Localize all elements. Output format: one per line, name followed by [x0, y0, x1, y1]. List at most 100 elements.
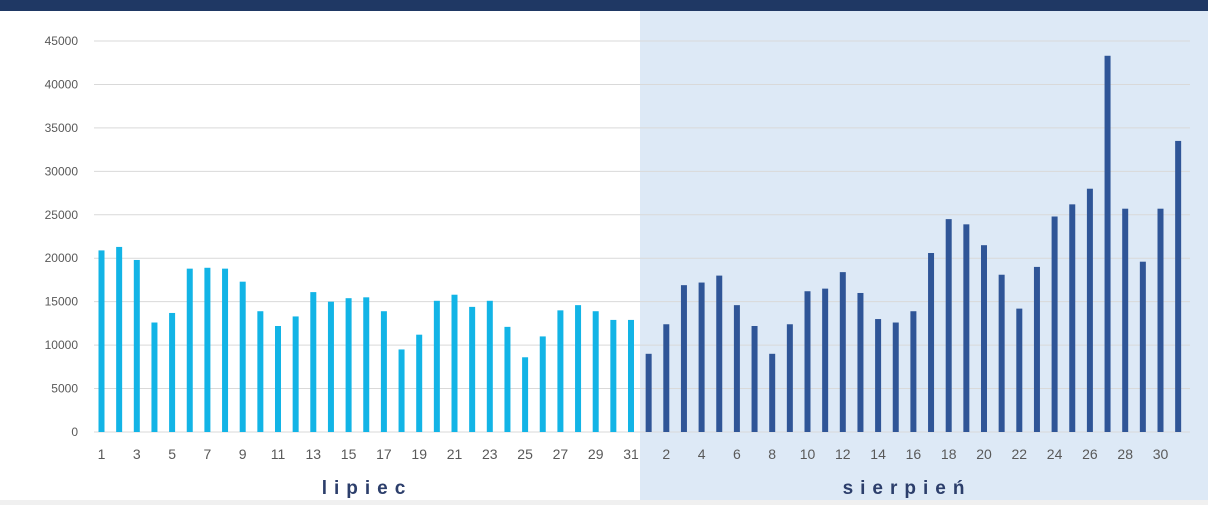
bar-july-day-18 — [398, 349, 405, 432]
bar-august-day-31 — [1175, 140, 1182, 432]
bar-july-day-2 — [116, 246, 123, 432]
x-tick-label: 16 — [906, 446, 922, 462]
x-tick-label: 25 — [517, 446, 533, 462]
x-tick-label: 7 — [204, 446, 212, 462]
bar-july-day-24 — [504, 326, 511, 432]
bar-august-day-4 — [698, 282, 705, 432]
bar-july-day-5 — [169, 312, 176, 432]
bar-july-day-20 — [433, 300, 440, 432]
bar-august-day-30 — [1157, 208, 1164, 432]
bar-august-day-15 — [892, 322, 899, 432]
x-tick-label: 20 — [976, 446, 992, 462]
y-tick-label: 40000 — [45, 77, 79, 91]
bar-august-day-21 — [998, 274, 1005, 432]
x-tick-label: 8 — [768, 446, 776, 462]
y-tick-label: 0 — [71, 425, 78, 439]
month-label-july: lipiec — [322, 478, 413, 499]
bar-august-day-5 — [716, 275, 723, 432]
x-tick-label: 29 — [588, 446, 604, 462]
x-tick-label: 12 — [835, 446, 851, 462]
bar-july-day-11 — [275, 325, 281, 432]
bar-july-day-10 — [257, 311, 264, 432]
x-tick-label: 13 — [306, 446, 322, 462]
bar-august-day-14 — [875, 319, 882, 432]
bar-august-day-8 — [769, 353, 776, 432]
bar-july-day-28 — [575, 305, 582, 432]
x-tick-label: 19 — [411, 446, 427, 462]
x-tick-label: 9 — [239, 446, 247, 462]
x-tick-label: 3 — [133, 446, 141, 462]
x-tick-label: 26 — [1082, 446, 1098, 462]
bar-august-day-19 — [963, 224, 970, 432]
x-tick-label: 15 — [341, 446, 357, 462]
x-tick-label: 31 — [623, 446, 639, 462]
x-axis-tick-labels: 1 3 5 7 9 11 13 15 17 19 21 23 25 27 29 31 2 4 6 8 10 12 14 16 1… — [98, 446, 1169, 462]
bar-august-day-7 — [751, 325, 758, 432]
bar-august-day-6 — [733, 305, 740, 432]
x-tick-label: 28 — [1117, 446, 1133, 462]
bar-august-day-25 — [1069, 204, 1076, 432]
bottom-divider — [0, 500, 1208, 505]
bar-july-day-26 — [539, 336, 546, 432]
y-tick-label: 45000 — [45, 34, 79, 48]
x-tick-label: 1 — [98, 446, 106, 462]
x-tick-label: 10 — [800, 446, 816, 462]
bar-august-day-16 — [910, 311, 917, 432]
bar-july-day-1 — [98, 250, 105, 432]
x-tick-label: 4 — [698, 446, 706, 462]
bar-july-day-15 — [345, 298, 352, 432]
bar-august-day-13 — [857, 292, 864, 432]
y-tick-label: 30000 — [45, 164, 79, 178]
bar-july-day-6 — [186, 268, 193, 432]
bar-august-day-9 — [786, 324, 793, 432]
x-tick-label: 14 — [870, 446, 886, 462]
bar-august-day-1 — [645, 353, 652, 432]
bar-july-day-25 — [522, 357, 529, 432]
bar-july-day-7 — [204, 267, 211, 432]
x-tick-label: 2 — [662, 446, 670, 462]
y-tick-label: 5000 — [51, 382, 78, 396]
header-bar — [0, 0, 1208, 11]
bar-august-day-2 — [663, 324, 670, 432]
x-tick-label: 27 — [553, 446, 569, 462]
bar-august-day-28 — [1122, 208, 1129, 432]
bar-august-day-20 — [981, 245, 987, 432]
bar-july-day-22 — [469, 306, 476, 432]
x-tick-label: 23 — [482, 446, 498, 462]
bar-august-day-23 — [1033, 266, 1040, 432]
x-tick-label: 17 — [376, 446, 392, 462]
bar-july-day-3 — [133, 259, 140, 432]
x-tick-label: 30 — [1153, 446, 1169, 462]
x-tick-label: 22 — [1012, 446, 1028, 462]
bar-july-day-23 — [486, 300, 493, 432]
x-tick-label: 5 — [168, 446, 176, 462]
bar-july-day-16 — [363, 297, 370, 432]
y-tick-label: 35000 — [45, 121, 79, 135]
bar-august-day-29 — [1139, 261, 1146, 432]
bar-july-day-21 — [451, 294, 458, 432]
bar-august-day-24 — [1051, 216, 1058, 432]
bar-july-day-4 — [151, 322, 158, 432]
bar-july-day-29 — [592, 311, 599, 432]
bar-july-day-27 — [557, 310, 564, 432]
y-tick-label: 20000 — [45, 251, 79, 265]
bar-august-day-27 — [1104, 55, 1111, 432]
month-label-august: sierpień — [843, 478, 972, 499]
x-tick-label: 24 — [1047, 446, 1063, 462]
y-tick-label: 10000 — [45, 338, 79, 352]
bar-july-day-9 — [239, 281, 246, 432]
bar-july-day-30 — [610, 319, 617, 432]
x-tick-label: 21 — [447, 446, 463, 462]
y-tick-label: 25000 — [45, 208, 79, 222]
bar-july-day-13 — [310, 292, 317, 432]
x-tick-label: 11 — [271, 446, 286, 462]
bar-august-day-11 — [822, 288, 829, 432]
bar-august-day-26 — [1086, 188, 1093, 432]
bar-august-day-12 — [839, 272, 846, 432]
bar-july-day-14 — [327, 301, 334, 432]
bar-august-day-10 — [804, 291, 811, 432]
bar-july-day-19 — [416, 334, 423, 432]
y-axis-tick-labels: 0 5000 10000 15000 20000 25000 30000 35000 40000… — [45, 34, 79, 439]
bar-august-day-3 — [680, 285, 687, 432]
bar-july-day-17 — [380, 311, 387, 432]
